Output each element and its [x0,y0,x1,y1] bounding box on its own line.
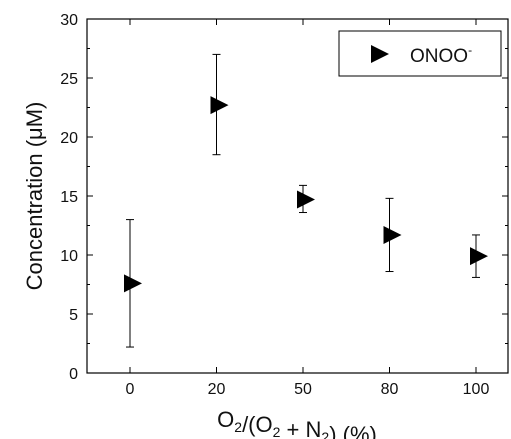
y-tick-label: 20 [60,130,78,147]
x-axis-title-subscript: 2 [321,429,329,439]
legend-marker [371,45,389,63]
data-point [383,225,402,244]
data-point [297,190,315,209]
x-tick-label: 100 [463,381,490,398]
x-axis-title-part: ) (%) [329,422,377,439]
legend-label: ONOO- [410,43,472,67]
x-axis: 0 20 50 80 100 [126,19,490,398]
data-points [124,96,488,293]
data-point [210,96,229,115]
y-tick-label: 5 [69,307,78,324]
x-axis-title-subscript: 2 [234,419,242,435]
legend-box [338,30,502,77]
y-tick-label: 15 [60,189,78,206]
y-tick-label: 30 [60,12,78,29]
data-point [124,274,142,293]
data-point [470,247,488,266]
y-axis: 0 5 10 15 20 25 30 [60,12,508,383]
y-tick-label: 0 [69,366,78,383]
x-axis-title-part: O [217,407,234,432]
y-axis-title: Concentration (μM) [22,102,47,291]
x-tick-label: 20 [208,381,226,398]
x-tick-label: 0 [126,381,135,398]
y-tick-label: 25 [60,71,78,88]
x-axis-title: O2/(O2 + N2) (%) [217,407,377,439]
legend: ONOO- [338,30,502,77]
x-axis-title-part: + N [280,417,321,439]
x-axis-title-part: /(O [242,412,273,437]
x-tick-label: 50 [294,381,312,398]
y-tick-label: 10 [60,248,78,265]
x-tick-label: 80 [381,381,399,398]
x-axis-title-subscript: 2 [273,424,281,439]
